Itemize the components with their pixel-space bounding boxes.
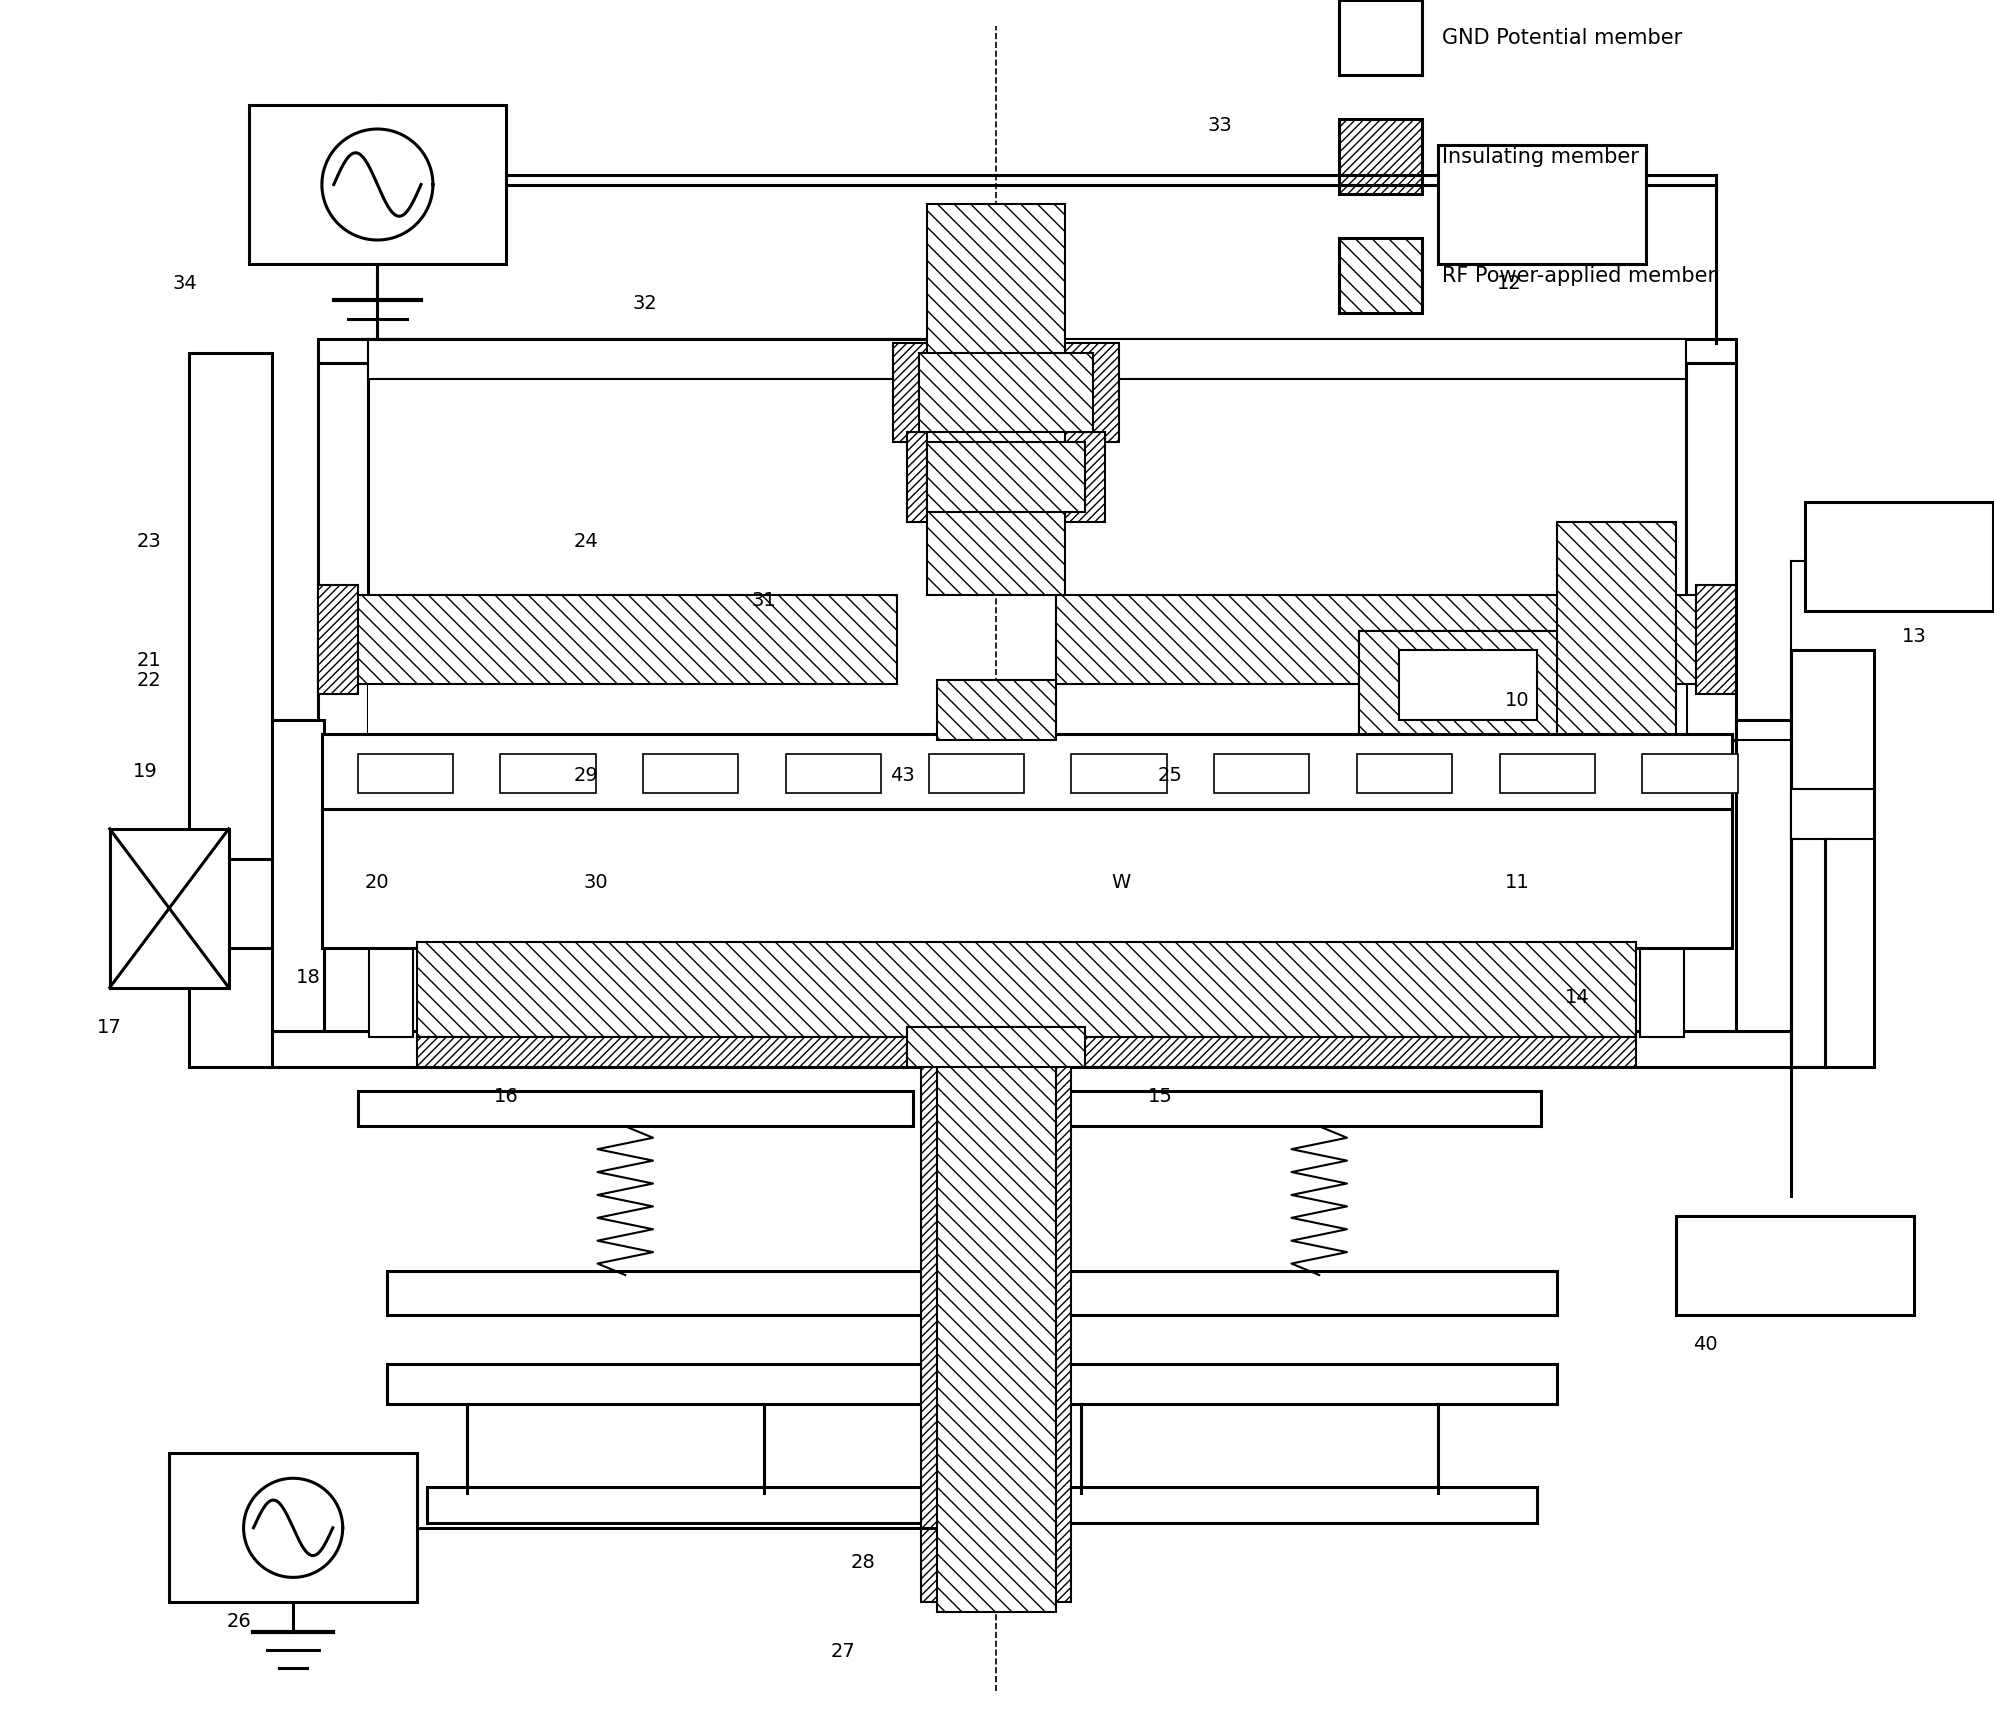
Text: 40: 40 (1693, 1335, 1719, 1354)
Bar (1791, 650, 1874, 1066)
Bar (1340, 118, 1422, 194)
Bar (1055, 595, 1731, 684)
Bar (387, 1364, 1557, 1404)
Bar (1643, 754, 1737, 794)
Bar (369, 938, 413, 1037)
Bar (893, 343, 1119, 442)
Text: 17: 17 (98, 1018, 122, 1037)
Text: 18: 18 (295, 968, 321, 987)
Text: GND Potential member: GND Potential member (1442, 27, 1683, 48)
Bar (1214, 754, 1310, 794)
Bar (919, 353, 1093, 432)
Text: 43: 43 (891, 766, 915, 785)
Bar (1687, 363, 1735, 740)
Bar (189, 353, 273, 1066)
Bar (110, 830, 229, 987)
Text: 30: 30 (582, 872, 608, 891)
Bar (927, 442, 1085, 512)
Polygon shape (1358, 521, 1677, 740)
Bar (321, 595, 897, 684)
Text: Insulating member: Insulating member (1442, 147, 1639, 166)
Polygon shape (1358, 631, 1557, 740)
Bar (321, 734, 1731, 809)
Bar (786, 754, 881, 794)
Text: 15: 15 (1149, 1087, 1172, 1106)
Bar (1677, 1215, 1914, 1315)
Bar (317, 584, 357, 694)
Bar (269, 1032, 1791, 1066)
Bar (357, 754, 453, 794)
Bar (317, 339, 1735, 363)
Bar (1697, 584, 1735, 694)
Text: 10: 10 (1505, 691, 1529, 710)
Text: 11: 11 (1505, 872, 1529, 891)
Bar (937, 1027, 1055, 1613)
Bar (1641, 938, 1685, 1037)
Bar (907, 1027, 1085, 1066)
Polygon shape (1398, 650, 1537, 720)
Bar (921, 1032, 1071, 1603)
Bar (644, 754, 738, 794)
Bar (927, 204, 1065, 595)
Bar (1356, 754, 1452, 794)
Bar (317, 363, 367, 740)
Bar (367, 339, 1687, 379)
Text: 21: 21 (138, 651, 162, 670)
Bar (1735, 720, 1791, 1037)
Bar (929, 754, 1023, 794)
Text: 29: 29 (572, 766, 598, 785)
Text: 33: 33 (1208, 115, 1232, 134)
Bar (1065, 1090, 1541, 1126)
Text: 19: 19 (134, 763, 158, 782)
Bar (1340, 238, 1422, 314)
Bar (269, 720, 323, 1037)
Bar (1071, 754, 1166, 794)
Bar (249, 105, 506, 264)
Bar (367, 680, 1687, 740)
Bar (907, 432, 1105, 521)
Bar (417, 1037, 1637, 1066)
Bar (321, 809, 1731, 948)
Bar (427, 1488, 1537, 1522)
Text: 25: 25 (1159, 766, 1182, 785)
Text: 24: 24 (572, 531, 598, 550)
Bar (417, 943, 1637, 1037)
Text: 20: 20 (365, 872, 389, 891)
Text: 32: 32 (632, 295, 658, 314)
Text: 34: 34 (173, 274, 197, 293)
Bar (500, 754, 596, 794)
Bar (1340, 0, 1422, 75)
Text: 22: 22 (138, 670, 162, 689)
Bar (387, 1272, 1557, 1315)
Bar (357, 1090, 913, 1126)
Text: RF Power-applied member: RF Power-applied member (1442, 266, 1717, 286)
Bar (1791, 788, 1874, 838)
Bar (169, 1453, 417, 1603)
Bar (1805, 502, 1994, 610)
Text: 28: 28 (851, 1553, 875, 1572)
Text: 26: 26 (225, 1613, 251, 1632)
Text: 14: 14 (1565, 987, 1589, 1006)
Text: 12: 12 (1497, 274, 1521, 293)
Bar (1438, 146, 1647, 264)
Bar (1499, 754, 1595, 794)
Bar (937, 680, 1055, 740)
Text: 31: 31 (752, 591, 776, 610)
Text: 16: 16 (495, 1087, 518, 1106)
Text: 27: 27 (831, 1642, 855, 1661)
Text: 23: 23 (138, 531, 162, 550)
Text: W: W (1111, 872, 1131, 891)
Text: 13: 13 (1902, 627, 1926, 646)
